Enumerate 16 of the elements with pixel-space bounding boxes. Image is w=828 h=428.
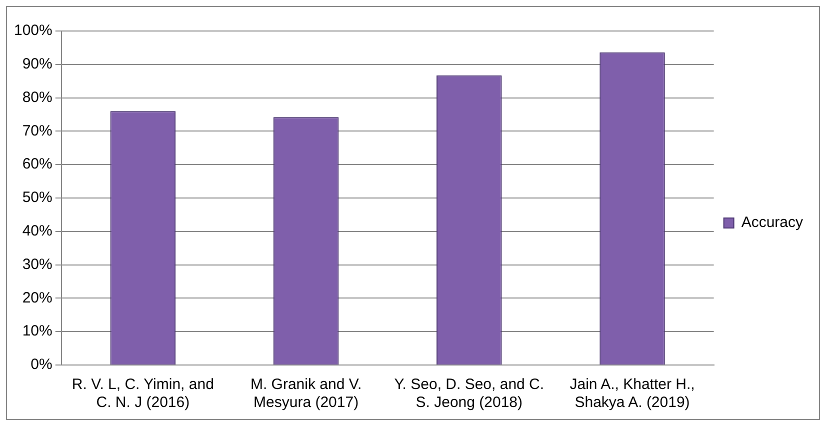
- y-tick-label: 90%: [22, 56, 52, 73]
- y-tick-label: 80%: [22, 88, 52, 106]
- x-tick-label: Y. Seo, D. Seo, and C. S. Jeong (2018): [394, 376, 544, 412]
- y-tick-label: 70%: [22, 122, 52, 140]
- x-tick-label: Jain A., Khatter H., Shakya A. (2019): [570, 376, 695, 412]
- x-tick-label: M. Granik and V. Mesyura (2017): [250, 376, 362, 412]
- y-tick-label: 60%: [22, 156, 52, 173]
- y-tick-label: 30%: [22, 256, 52, 273]
- y-tick-label: 100%: [14, 22, 52, 40]
- x-tick-label: R. V. L, C. Yimin, and C. N. J (2016): [72, 376, 214, 412]
- y-tick-label: 10%: [22, 322, 52, 340]
- legend-label: Accuracy: [741, 214, 804, 232]
- y-tick-label: 20%: [22, 289, 52, 306]
- y-tick-label: 40%: [22, 222, 52, 240]
- y-tick-label: 50%: [22, 189, 52, 206]
- y-tick-label: 0%: [30, 356, 52, 374]
